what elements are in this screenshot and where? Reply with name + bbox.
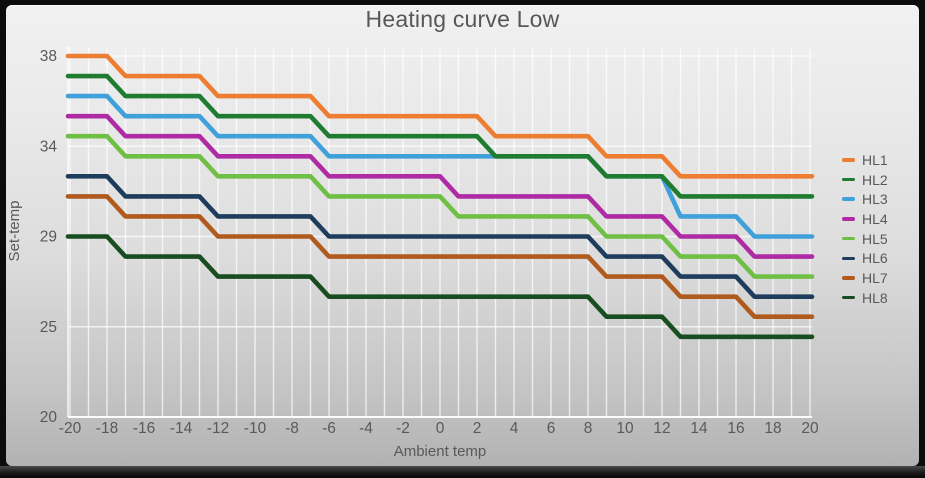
- legend-item-HL8: HL8: [842, 288, 888, 308]
- x-tick-label: -6: [322, 420, 336, 437]
- x-tick-label: -8: [285, 420, 299, 437]
- x-tick-label: -16: [133, 420, 155, 437]
- x-tick-label: 6: [547, 420, 556, 437]
- series-line-HL2: [65, 73, 815, 199]
- x-tick-label: -18: [96, 420, 118, 437]
- chart-title: Heating curve Low: [365, 6, 560, 32]
- x-tick-label: -2: [396, 420, 410, 437]
- series-line-HL5: [65, 133, 815, 279]
- legend-swatch-HL6: [842, 256, 855, 261]
- legend-swatch-HL3: [842, 197, 855, 201]
- y-axis-title: Set-temp: [6, 200, 23, 262]
- legend-swatch-HL7: [842, 276, 855, 280]
- x-tick-label: -12: [207, 420, 229, 437]
- x-axis-title: Ambient temp: [393, 443, 487, 460]
- y-tick-label: 38: [40, 48, 57, 65]
- legend-item-HL2: HL2: [842, 170, 888, 190]
- legend-label: HL7: [862, 269, 888, 286]
- x-tick-label: 20: [801, 420, 819, 437]
- legend-item-HL7: HL7: [842, 268, 888, 288]
- y-tick-label: 25: [40, 319, 57, 336]
- window-bottom-bar: [0, 466, 925, 478]
- x-tick-label: 14: [690, 420, 708, 437]
- chart-legend: HL1 HL2 HL3 HL4 HL5 HL6 HL7 HL8: [842, 150, 888, 308]
- x-tick-label: 10: [616, 420, 634, 437]
- x-tick-label: 0: [436, 420, 445, 437]
- x-tick-label: 12: [653, 420, 670, 437]
- legend-label: HL5: [862, 230, 888, 247]
- x-tick-label: -4: [359, 420, 373, 437]
- series-line-HL4: [65, 113, 815, 259]
- x-tick-label: 18: [764, 420, 781, 437]
- y-tick-label: 29: [40, 229, 57, 246]
- series-line-HL8: [65, 234, 815, 340]
- legend-item-HL6: HL6: [842, 248, 888, 268]
- legend-item-HL4: HL4: [842, 209, 888, 229]
- legend-item-HL5: HL5: [842, 229, 888, 249]
- series-line-HL3: [65, 93, 815, 239]
- legend-label: HL8: [862, 289, 888, 306]
- x-tick-label: -14: [170, 420, 193, 437]
- x-tick-label: 2: [473, 420, 482, 437]
- legend-swatch-HL4: [842, 217, 855, 221]
- x-tick-label: 16: [727, 420, 744, 437]
- legend-swatch-HL5: [842, 236, 855, 241]
- x-tick-label: 8: [584, 420, 593, 437]
- legend-swatch-HL1: [842, 158, 855, 162]
- x-tick-label: -10: [244, 420, 267, 437]
- series-line-HL7: [65, 194, 815, 319]
- legend-label: HL2: [862, 171, 888, 188]
- legend-item-HL1: HL1: [842, 150, 888, 170]
- legend-label: HL6: [862, 250, 888, 267]
- series-line-HL1: [65, 53, 815, 179]
- legend-swatch-HL8: [842, 295, 855, 300]
- legend-label: HL3: [862, 191, 888, 208]
- legend-label: HL4: [862, 210, 888, 227]
- legend-item-HL3: HL3: [842, 189, 888, 209]
- x-tick-label: 4: [510, 420, 519, 437]
- legend-swatch-HL2: [842, 177, 855, 182]
- series-line-HL6: [65, 174, 815, 299]
- legend-label: HL1: [862, 151, 888, 168]
- x-tick-label: -20: [59, 420, 82, 437]
- y-tick-label: 20: [40, 409, 58, 426]
- y-tick-label: 34: [40, 138, 58, 155]
